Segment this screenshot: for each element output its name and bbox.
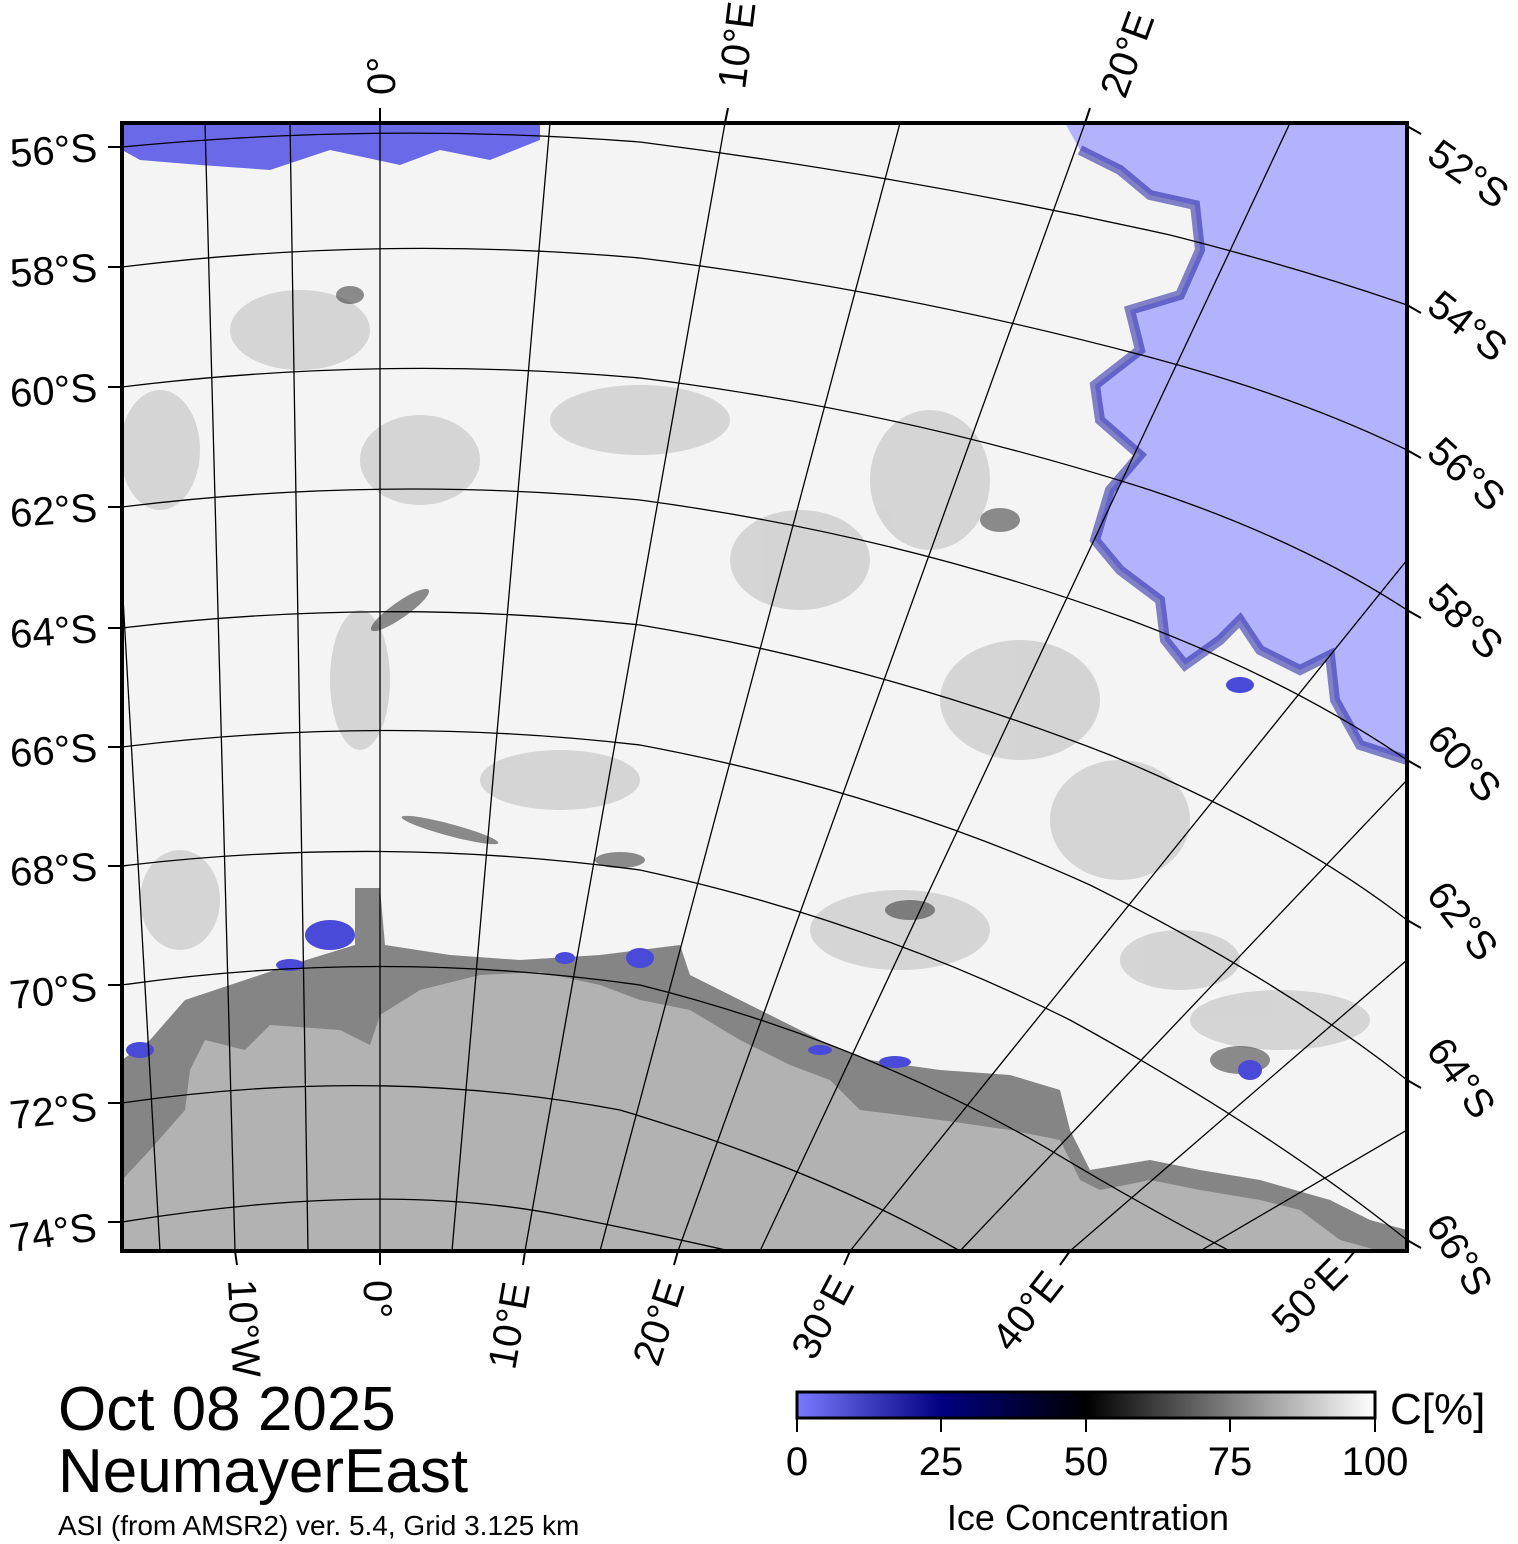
top-lon-labels: 0° 10°E 20°E [360,0,1163,103]
region-title: NeumayerEast [58,1437,469,1506]
colorbar-tick-label: 75 [1207,1440,1253,1484]
lon-label-bottom: 30°E [783,1269,863,1367]
colorbar-tick-label: 25 [918,1440,964,1484]
lat-label-right: 56°S [1419,429,1513,520]
colorbar [795,1390,1377,1420]
lat-label-right: 66°S [1417,1206,1501,1303]
lon-label-bottom: 0° [355,1280,399,1318]
lat-label-left: 60°S [9,366,99,416]
map-frame [120,121,1409,1253]
open-water-edge [1077,145,1407,765]
lat-label-left: 62°S [9,486,99,536]
lat-label-right: 52°S [1420,131,1517,217]
lat-label-right: 60°S [1418,717,1509,811]
open-water-east [1065,123,1407,760]
lat-label-left: 72°S [8,1085,99,1138]
colorbar-tick-label: 50 [1063,1440,1109,1484]
map-layers [122,123,1407,1251]
right-lat-labels: 52°S 54°S 56°S 58°S 60°S 62°S 64°S 66°S [1417,131,1516,1303]
colorbar-tick-label: 100 [1341,1440,1409,1484]
ice-texture [122,290,1370,1050]
tick-marks [108,107,1422,1266]
colorbar-unit: C[%] [1390,1385,1486,1434]
lat-label-right: 64°S [1418,1030,1504,1127]
lat-label-left: 58°S [9,246,99,296]
coastal-polynyas [126,677,1262,1080]
lat-label-right: 58°S [1419,575,1512,668]
lon-label-bottom: 50°E [1264,1250,1357,1343]
left-lat-labels: 56°S 58°S 60°S 62°S 64°S 66°S 68°S 70°S … [7,126,99,1261]
open-water-north [122,123,540,170]
lat-label-left: 70°S [8,965,99,1018]
lon-label-bottom: 10°E [480,1279,538,1372]
lat-label-right: 54°S [1419,282,1515,370]
ice-dark-streaks [336,286,1270,1074]
lat-label-left: 74°S [7,1205,99,1261]
graticule-latitudes [122,132,1407,1251]
lat-label-right: 62°S [1418,873,1506,969]
lat-label-left: 56°S [9,126,99,176]
source-note: ASI (from AMSR2) ver. 5.4, Grid 3.125 km [58,1510,580,1541]
bottom-lon-labels: 10°W 0° 10°E 20°E 30°E 40°E 50°E [219,1250,1356,1379]
lon-label-bottom: 40°E [984,1263,1072,1359]
lon-label-bottom: 20°E [625,1274,694,1371]
lat-label-left: 66°S [9,726,99,776]
land [122,972,1380,1251]
lon-label-top: 20°E [1092,6,1163,103]
lon-label-top: 0° [360,57,404,95]
lat-label-left: 64°S [9,607,99,657]
colorbar-ticks [796,1418,1376,1432]
colorbar-tick-label: 0 [785,1440,809,1484]
colorbar-label: Ice Concentration [946,1497,1230,1538]
lon-label-bottom: 10°W [219,1278,268,1379]
graticule-meridians [122,123,1407,1251]
date-title: Oct 08 2025 [58,1375,396,1444]
lon-label-top: 10°E [710,0,764,91]
lat-label-left: 68°S [9,845,99,895]
